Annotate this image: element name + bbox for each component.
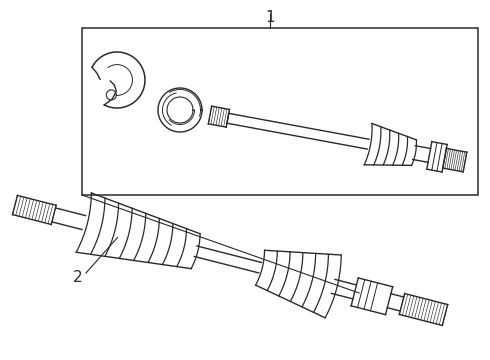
Text: 2: 2 <box>73 270 83 285</box>
Text: 1: 1 <box>265 10 275 25</box>
Bar <box>82 28 478 195</box>
